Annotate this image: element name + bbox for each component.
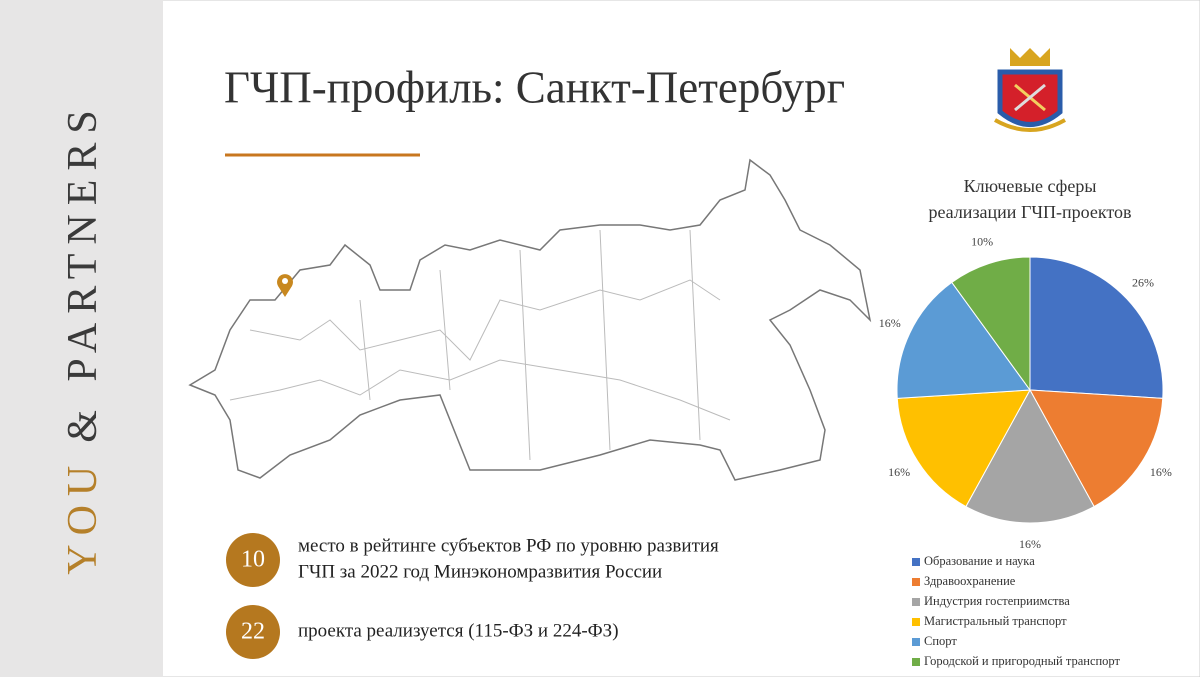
legend-swatch — [912, 658, 920, 666]
legend-label: Индустрия гостеприимства — [924, 594, 1070, 608]
pie-slice — [896, 389, 1031, 508]
stat-text: ГЧП за 2022 год Минэкономразвития России — [298, 561, 662, 582]
map-outline — [188, 158, 872, 481]
stat-badge — [226, 533, 280, 587]
data-label: 16% — [1019, 537, 1041, 551]
pie-slice — [896, 281, 1031, 399]
pie-slice — [951, 256, 1031, 392]
legend-swatch — [912, 618, 920, 626]
brand-rest: & PARTNERS — [60, 101, 106, 443]
legend-label: Здравоохранение — [924, 574, 1016, 588]
legend-swatch — [912, 638, 920, 646]
legend-label: Образование и наука — [924, 554, 1035, 568]
map-regions — [229, 229, 731, 461]
chart-title: реализации ГЧП-проектов — [928, 202, 1131, 222]
legend-label: Спорт — [924, 634, 957, 648]
pie-slice — [1029, 389, 1164, 508]
pie-slice — [1029, 256, 1164, 399]
data-label: 16% — [1150, 465, 1172, 479]
legend-swatch — [912, 558, 920, 566]
data-label: 16% — [879, 316, 901, 330]
slide-title: ГЧП-профиль: Санкт-Петербург — [224, 62, 845, 112]
legend-label: Магистральный транспорт — [924, 614, 1067, 628]
legend-swatch — [912, 598, 920, 606]
pie-slice — [965, 388, 1095, 524]
stat-number: 22 — [241, 619, 265, 645]
legend-label: Городской и пригородный транспорт — [924, 654, 1121, 668]
chart-title: Ключевые сферы — [964, 176, 1097, 196]
data-label: 26% — [1132, 276, 1154, 290]
data-label: 16% — [888, 465, 910, 479]
coat-of-arms — [994, 48, 1066, 132]
sidebar — [0, 0, 163, 677]
data-label: 10% — [971, 234, 993, 248]
brand-accent: YOU — [60, 457, 106, 575]
stat-text: место в рейтинге субъектов РФ по уровню … — [298, 535, 719, 556]
stat-number: 10 — [241, 547, 265, 573]
brand: YOU & PARTNERS — [60, 101, 106, 575]
stat-badge — [226, 605, 280, 659]
location-pin — [277, 274, 293, 297]
legend-swatch — [912, 578, 920, 586]
stat-text: проекта реализуется (115-ФЗ и 224-ФЗ) — [298, 620, 619, 641]
